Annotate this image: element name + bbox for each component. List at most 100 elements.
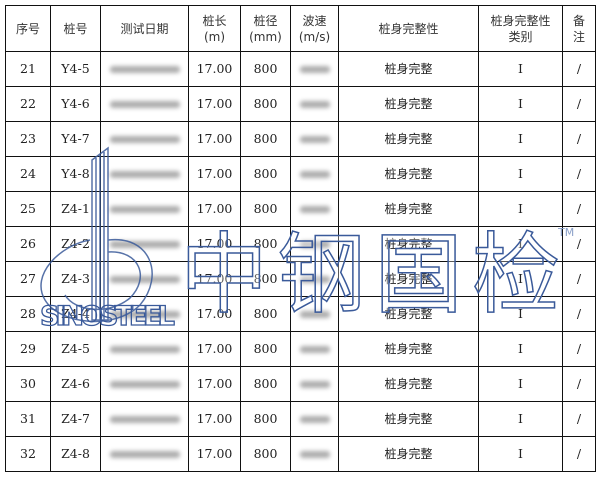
cell-integrity-category: I <box>478 436 563 472</box>
cell-integrity: 桩身完整 <box>338 191 479 227</box>
cell-wave-speed <box>290 191 339 227</box>
header-test-date: 测试日期 <box>100 5 189 52</box>
cell-test-date <box>100 86 189 122</box>
cell-length: 17.00 <box>188 261 241 297</box>
cell-no: 22 <box>5 86 51 122</box>
cell-diameter: 800 <box>240 401 291 437</box>
cell-no: 28 <box>5 296 51 332</box>
cell-diameter: 800 <box>240 261 291 297</box>
cell-integrity-category: I <box>478 261 563 297</box>
cell-wave-speed <box>290 401 339 437</box>
table-row: 23 Y4-7 17.00 800 桩身完整 I / <box>5 121 596 157</box>
cell-pile: Z4-6 <box>50 366 101 402</box>
cell-integrity: 桩身完整 <box>338 156 479 192</box>
table-row: 30 Z4-6 17.00 800 桩身完整 I / <box>5 366 596 402</box>
cell-remark: / <box>562 86 596 122</box>
redacted-value <box>299 451 330 458</box>
cell-integrity: 桩身完整 <box>338 436 479 472</box>
cell-no: 31 <box>5 401 51 437</box>
cell-integrity: 桩身完整 <box>338 366 479 402</box>
cell-no: 30 <box>5 366 51 402</box>
cell-remark: / <box>562 296 596 332</box>
cell-integrity: 桩身完整 <box>338 296 479 332</box>
cell-integrity-category: I <box>478 226 563 262</box>
redacted-value <box>109 136 180 143</box>
cell-length: 17.00 <box>188 156 241 192</box>
cell-pile: Y4-5 <box>50 51 101 87</box>
pile-test-table: 序号 桩号 测试日期 桩长 (m) 桩径 (mm) 波速 (m/s) 桩身完整性 桩身完整性 … <box>5 5 596 472</box>
table-row: 26 Z4-2 17.00 800 桩身完整 I / <box>5 226 596 262</box>
cell-remark: / <box>562 156 596 192</box>
cell-integrity: 桩身完整 <box>338 51 479 87</box>
cell-diameter: 800 <box>240 226 291 262</box>
redacted-value <box>109 416 180 423</box>
cell-wave-speed <box>290 436 339 472</box>
cell-no: 32 <box>5 436 51 472</box>
cell-remark: / <box>562 226 596 262</box>
cell-remark: / <box>562 436 596 472</box>
cell-pile: Z4-8 <box>50 436 101 472</box>
cell-integrity: 桩身完整 <box>338 121 479 157</box>
cell-integrity-category: I <box>478 156 563 192</box>
redacted-value <box>109 241 180 248</box>
cell-integrity: 桩身完整 <box>338 401 479 437</box>
cell-diameter: 800 <box>240 331 291 367</box>
redacted-value <box>109 206 180 213</box>
cell-integrity-category: I <box>478 296 563 332</box>
redacted-value <box>299 346 330 353</box>
header-wave-speed: 波速 (m/s) <box>290 5 339 52</box>
cell-wave-speed <box>290 296 339 332</box>
cell-diameter: 800 <box>240 51 291 87</box>
cell-integrity-category: I <box>478 401 563 437</box>
cell-test-date <box>100 121 189 157</box>
cell-pile: Y4-7 <box>50 121 101 157</box>
cell-test-date <box>100 226 189 262</box>
cell-test-date <box>100 296 189 332</box>
cell-wave-speed <box>290 261 339 297</box>
redacted-value <box>109 451 180 458</box>
cell-length: 17.00 <box>188 296 241 332</box>
redacted-value <box>109 381 180 388</box>
header-diameter: 桩径 (mm) <box>240 5 291 52</box>
cell-integrity-category: I <box>478 191 563 227</box>
table-row: 21 Y4-5 17.00 800 桩身完整 I / <box>5 51 596 87</box>
cell-wave-speed <box>290 331 339 367</box>
cell-length: 17.00 <box>188 191 241 227</box>
cell-length: 17.00 <box>188 366 241 402</box>
cell-length: 17.00 <box>188 226 241 262</box>
table-row: 28 Z4-4 17.00 800 桩身完整 I / <box>5 296 596 332</box>
cell-test-date <box>100 51 189 87</box>
cell-length: 17.00 <box>188 436 241 472</box>
cell-pile: Z4-4 <box>50 296 101 332</box>
redacted-value <box>299 311 330 318</box>
cell-remark: / <box>562 191 596 227</box>
header-length: 桩长 (m) <box>188 5 241 52</box>
table-row: 22 Y4-6 17.00 800 桩身完整 I / <box>5 86 596 122</box>
cell-integrity-category: I <box>478 121 563 157</box>
redacted-value <box>299 416 330 423</box>
redacted-value <box>109 346 180 353</box>
cell-wave-speed <box>290 86 339 122</box>
redacted-value <box>299 381 330 388</box>
cell-integrity-category: I <box>478 51 563 87</box>
table-header-row: 序号 桩号 测试日期 桩长 (m) 桩径 (mm) 波速 (m/s) 桩身完整性 桩身完整性 … <box>5 5 596 52</box>
cell-test-date <box>100 261 189 297</box>
cell-integrity: 桩身完整 <box>338 261 479 297</box>
cell-diameter: 800 <box>240 436 291 472</box>
cell-diameter: 800 <box>240 86 291 122</box>
cell-test-date <box>100 401 189 437</box>
cell-length: 17.00 <box>188 121 241 157</box>
table-row: 31 Z4-7 17.00 800 桩身完整 I / <box>5 401 596 437</box>
cell-test-date <box>100 436 189 472</box>
cell-wave-speed <box>290 226 339 262</box>
redacted-value <box>299 136 330 143</box>
redacted-value <box>299 171 330 178</box>
cell-diameter: 800 <box>240 191 291 227</box>
table-row: 24 Y4-8 17.00 800 桩身完整 I / <box>5 156 596 192</box>
redacted-value <box>109 171 180 178</box>
table-row: 27 Z4-3 17.00 800 桩身完整 I / <box>5 261 596 297</box>
redacted-value <box>109 101 180 108</box>
cell-remark: / <box>562 331 596 367</box>
cell-pile: Z4-1 <box>50 191 101 227</box>
cell-test-date <box>100 156 189 192</box>
